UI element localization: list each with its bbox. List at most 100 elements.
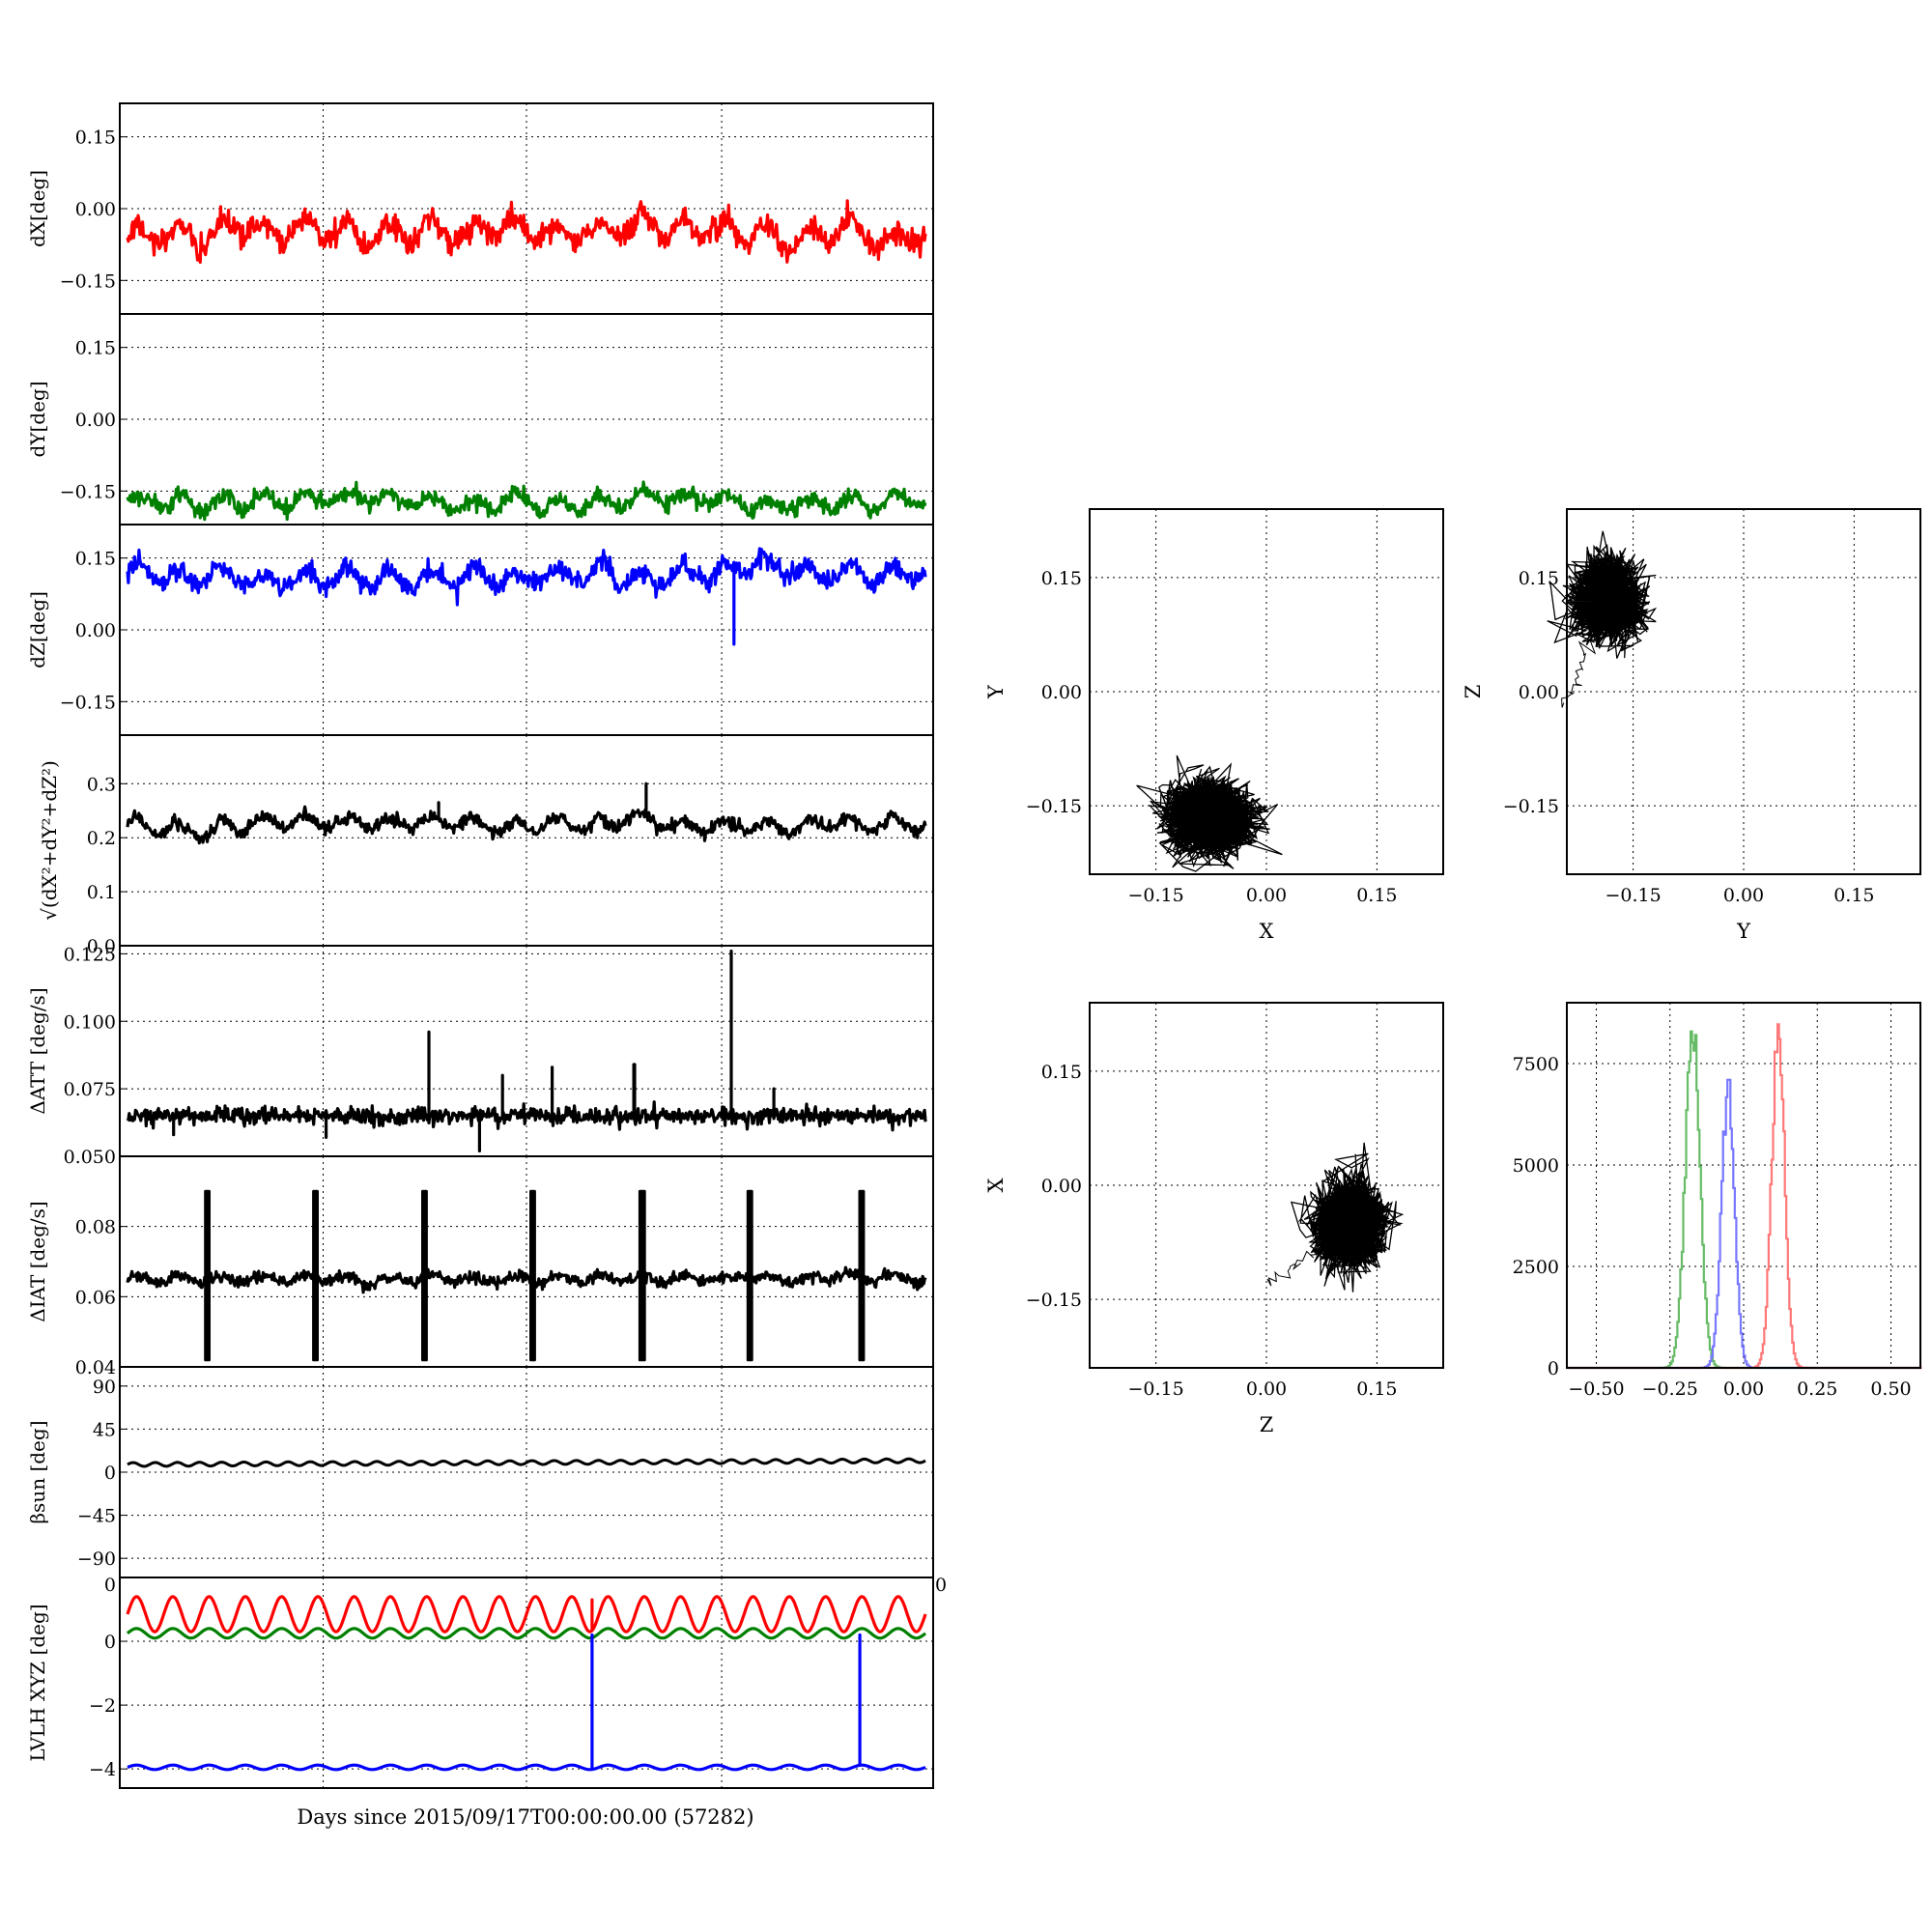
panel-lvlh: −4 −2 0 LVLH XYZ [deg] 0 0 [26, 1575, 947, 1789]
x-tick-label: 0.00 [1723, 885, 1764, 906]
y-axis-label: LVLH XYZ [deg] [26, 1604, 49, 1761]
y-tick-label: 0.15 [1519, 568, 1559, 589]
y-tick-label: 0.00 [1519, 682, 1559, 703]
y-tick-label: 0.100 [64, 1011, 116, 1033]
y-tick-label: 0.15 [75, 549, 116, 570]
y-tick-label: 0.00 [1041, 1176, 1082, 1197]
y-tick-label: 0.3 [87, 774, 116, 795]
scatter-points [1547, 530, 1658, 659]
series-line [126, 480, 927, 522]
panel-frame [1566, 508, 1921, 875]
panel-dx: −0.15 0.00 0.15 dX[deg] [26, 102, 934, 315]
x-tick-label: 0.15 [1833, 885, 1874, 906]
y-tick-label: 2500 [1513, 1257, 1559, 1278]
x-axis-label: Y [1736, 920, 1751, 943]
y-axis-label: dZ[deg] [26, 591, 49, 668]
y-tick-label: 0.15 [1041, 568, 1082, 589]
series-line [126, 1189, 927, 1362]
scatter-yz: −0.15 −0.15 0.00 0.00 0.15 0.15 Y Z [1462, 508, 1921, 943]
x-tick-label: 0.50 [1870, 1378, 1911, 1400]
y-tick-label: 0.2 [87, 828, 116, 849]
panel-frame [1089, 508, 1444, 875]
y-tick-label: 0 [1548, 1358, 1559, 1379]
panel-frame [1566, 1002, 1921, 1369]
y-tick-label: 0.15 [1041, 1062, 1082, 1083]
series-line [126, 781, 927, 845]
x-tick-label: −0.50 [1568, 1378, 1624, 1400]
y-tick-label: 0.00 [75, 410, 116, 431]
x-axis-label: X [1260, 920, 1274, 943]
y-tick-label: 0.075 [64, 1079, 116, 1100]
y-tick-label: 0.15 [75, 338, 116, 359]
histogram-panel: −0.50 −0.25 0.00 0.25 0.50 0 2500 5000 7500 [1513, 1002, 1922, 1400]
x-tick-label: −0.15 [1128, 1378, 1184, 1400]
y-tick-label: −0.15 [60, 692, 116, 713]
top-tick-label: 0 [104, 1575, 116, 1596]
panel-dz: −0.15 0.00 0.15 dZ[deg] [26, 524, 934, 736]
y-tick-label: −0.15 [60, 270, 116, 292]
y-tick-label: −0.15 [1026, 1290, 1082, 1311]
y-axis-label: ΔATT [deg/s] [26, 987, 49, 1114]
y-tick-label: −2 [89, 1695, 116, 1717]
y-axis-label: βsun [deg] [26, 1421, 49, 1524]
panel-frame [119, 1577, 934, 1789]
y-tick-label: 0.00 [1041, 682, 1082, 703]
x-tick-label: 0.15 [1356, 1378, 1397, 1400]
y-tick-label: −0.15 [60, 481, 116, 502]
panel-frame [1089, 1002, 1444, 1369]
y-axis-label: ΔIAT [deg/s] [26, 1201, 49, 1321]
y-tick-label: −90 [77, 1548, 116, 1570]
scatter-points [1290, 1142, 1405, 1293]
x-axis-label: Z [1260, 1413, 1274, 1436]
scatter-points [1136, 754, 1283, 872]
x-tick-label: 0.25 [1797, 1378, 1837, 1400]
panel-dy: −0.15 0.00 0.15 dY[deg] [26, 313, 934, 526]
x-tick-label: −0.25 [1642, 1378, 1698, 1400]
scatter-panels: −0.15 −0.15 0.00 0.00 0.15 0.15 X Y −0.15 −0.15 0.… [984, 508, 1921, 1436]
y-tick-label: 5000 [1513, 1155, 1559, 1177]
y-tick-label: 0 [104, 1632, 116, 1653]
scatter-xy: −0.15 −0.15 0.00 0.00 0.15 0.15 X Y [984, 508, 1444, 943]
y-tick-label: 0.125 [64, 944, 116, 965]
x-tick-label: −0.15 [1605, 885, 1662, 906]
y-tick-label: −0.15 [1026, 796, 1082, 817]
series-line [127, 1457, 926, 1468]
time-series-panels: −0.150.000.15dX[deg]−0.150.000.15dY[deg]… [26, 102, 947, 1789]
series-line [126, 950, 927, 1152]
x-tick-label: 0.00 [1723, 1378, 1764, 1400]
series-line [126, 199, 927, 265]
scatter-tail [1561, 599, 1610, 708]
y-tick-label: 90 [93, 1377, 116, 1398]
y-tick-label: 0.050 [64, 1147, 116, 1168]
x-tick-label: 0.15 [1356, 885, 1397, 906]
y-tick-label: 0.06 [75, 1287, 116, 1308]
series-line [127, 1633, 926, 1772]
scatter-tail [1266, 1227, 1354, 1287]
x-tick-label: −0.15 [1128, 885, 1184, 906]
panel-diat: 0.04 0.06 0.08 ΔIAT [deg/s] [26, 1155, 934, 1378]
y-axis-label: √(dX²+dY²+dZ²) [38, 760, 61, 921]
y-axis-label: Y [984, 684, 1008, 699]
series-line [126, 1595, 927, 1634]
y-axis-label: X [984, 1178, 1008, 1192]
y-tick-label: 7500 [1513, 1054, 1559, 1075]
y-tick-label: 0.1 [87, 882, 116, 903]
y-tick-label: −4 [89, 1759, 116, 1780]
y-tick-label: 0.00 [75, 620, 116, 641]
panel-datt: 0.050 0.075 0.100 0.125 ΔATT [deg/s] [26, 944, 934, 1168]
y-tick-label: −0.15 [1503, 796, 1559, 817]
y-axis-label: Z [1462, 685, 1485, 699]
x-tick-label: 0.00 [1246, 1378, 1287, 1400]
y-tick-label: 0 [104, 1463, 116, 1484]
series-line [126, 547, 927, 646]
y-tick-label: 0.15 [75, 128, 116, 149]
y-tick-label: 0.08 [75, 1217, 116, 1238]
y-tick-label: 0.00 [75, 199, 116, 220]
scatter-zx: −0.15 −0.15 0.00 0.00 0.15 0.15 Z X [984, 1002, 1444, 1436]
right-tick-label: 0 [935, 1575, 947, 1596]
time-x-axis-label: Days since 2015/09/17T00:00:00.00 (57282… [297, 1805, 753, 1829]
y-tick-label: 45 [93, 1419, 116, 1440]
x-tick-label: 0.00 [1246, 885, 1287, 906]
y-tick-label: 0.04 [75, 1357, 116, 1378]
